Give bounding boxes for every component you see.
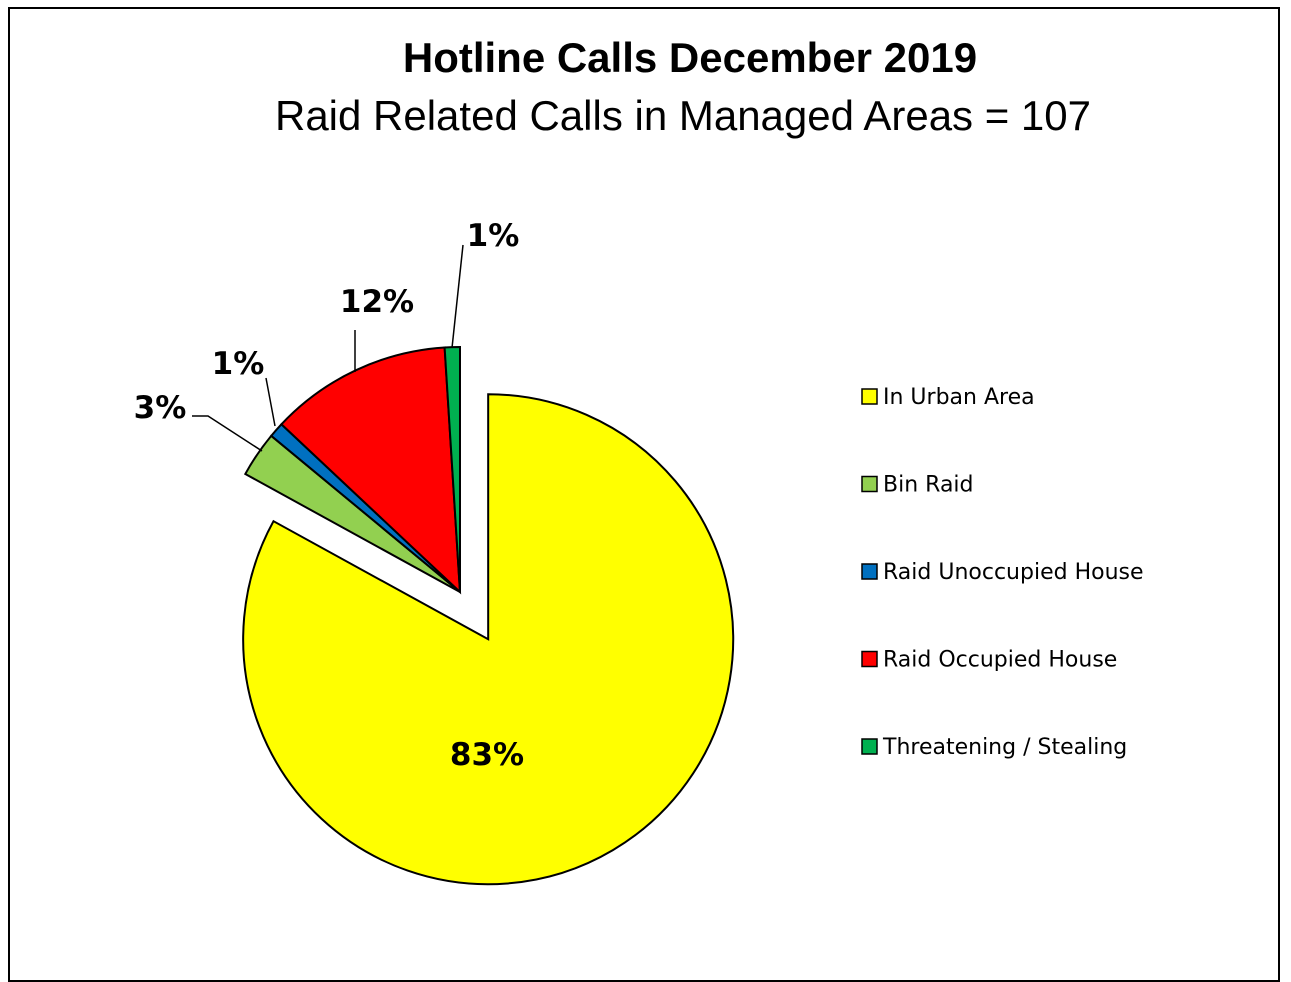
leader-line-raid-unoccupied-house <box>265 377 276 427</box>
legend-swatch-raid-unoccupied-house <box>861 563 878 580</box>
data-label-threatening-stealing: 1% <box>467 218 520 254</box>
legend-label-raid-unoccupied-house: Raid Unoccupied House <box>883 560 1144 585</box>
legend-swatch-bin-raid <box>861 475 878 493</box>
chart-subtitle: Raid Related Calls in Managed Areas = 10… <box>275 92 1091 139</box>
legend-label-threatening-stealing: Threatening / Stealing <box>882 735 1127 760</box>
legend-label-in-urban-area: In Urban Area <box>883 385 1035 410</box>
leader-line-bin-raid <box>192 415 263 452</box>
pie-slice-in-urban-area <box>242 393 735 886</box>
chart-title: Hotline Calls December 2019 <box>403 34 977 81</box>
data-label-raid-occupied-house: 12% <box>340 284 414 320</box>
legend-label-raid-occupied-house: Raid Occupied House <box>883 648 1117 673</box>
data-label-raid-unoccupied-house: 1% <box>212 346 265 382</box>
data-label-bin-raid: 3% <box>134 390 187 426</box>
legend-swatch-threatening-stealing <box>861 738 878 755</box>
legend-swatch-raid-occupied-house <box>861 650 878 668</box>
leader-line-threatening-stealing <box>451 244 464 349</box>
legend-swatch-in-urban-area <box>861 388 878 405</box>
data-label-in-urban-area: 83% <box>450 737 524 773</box>
legend-label-bin-raid: Bin Raid <box>883 473 974 498</box>
